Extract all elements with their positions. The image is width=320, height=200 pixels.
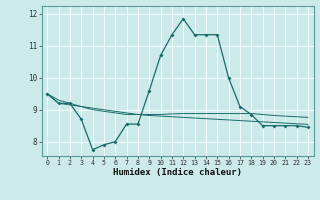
X-axis label: Humidex (Indice chaleur): Humidex (Indice chaleur) — [113, 168, 242, 177]
